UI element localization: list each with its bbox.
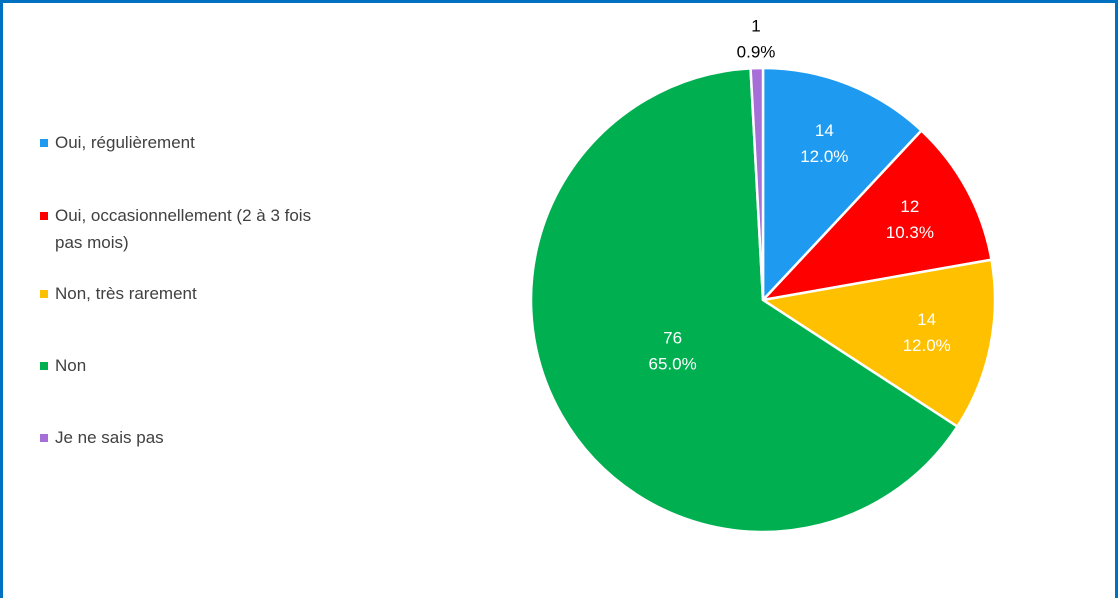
- percent-label: 65.0%: [648, 355, 696, 374]
- pie-slice: [761, 66, 924, 304]
- data-label: 14: [917, 310, 936, 329]
- percent-label: 0.9%: [737, 43, 776, 62]
- percent-label: 10.3%: [886, 223, 934, 242]
- legend-label: Non: [55, 356, 87, 375]
- pie-slice: [749, 66, 765, 301]
- data-label: 14: [815, 121, 834, 140]
- legend-swatch: [40, 362, 48, 370]
- data-label: 12: [900, 197, 919, 216]
- legend-item: Oui, occasionnellement (2 à 3 fois pas m…: [40, 202, 330, 256]
- legend-item: Oui, régulièrement: [40, 129, 195, 156]
- legend-swatch: [40, 139, 48, 147]
- data-label: 1: [751, 17, 760, 36]
- percent-label: 12.0%: [903, 336, 951, 355]
- legend-swatch: [40, 434, 48, 442]
- pie-slice: [759, 258, 997, 429]
- legend-label: Non, très rarement: [55, 284, 197, 303]
- legend-item: Non, très rarement: [40, 280, 197, 307]
- legend-item: Je ne sais pas: [40, 424, 164, 451]
- pie-slice: [529, 67, 960, 534]
- legend-label: Oui, occasionnellement (2 à 3 fois pas m…: [55, 206, 312, 252]
- legend-label: Je ne sais pas: [55, 428, 164, 447]
- pie-slice: [759, 128, 993, 302]
- legend-item: Non: [40, 352, 86, 379]
- data-label: 76: [663, 329, 682, 348]
- legend-label: Oui, régulièrement: [55, 133, 195, 152]
- legend-swatch: [40, 290, 48, 298]
- legend-swatch: [40, 212, 48, 220]
- percent-label: 12.0%: [800, 147, 848, 166]
